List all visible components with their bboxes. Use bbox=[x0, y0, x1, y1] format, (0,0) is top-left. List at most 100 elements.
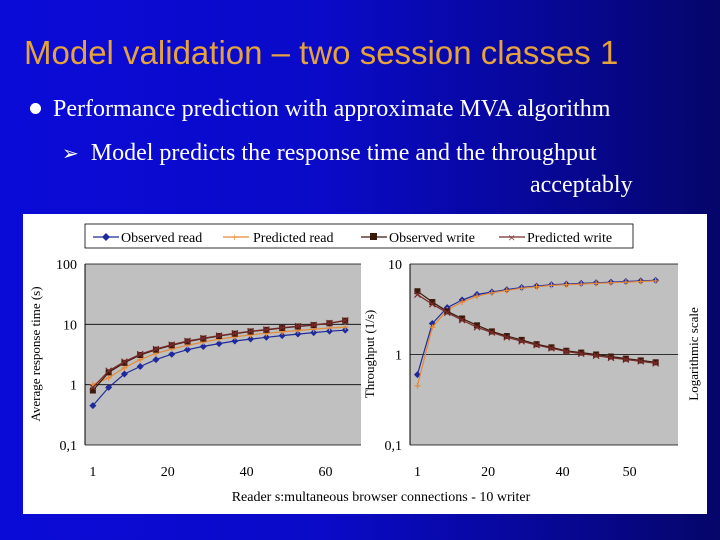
legend-entry-predicted-read: + Predicted read bbox=[223, 230, 333, 246]
legend-label-observed-read: Observed read bbox=[121, 231, 202, 246]
left-point-predicted-write bbox=[184, 337, 191, 345]
left-point-predicted-write bbox=[215, 332, 223, 340]
left-y-tick-label: 10 bbox=[63, 318, 77, 333]
right-point-predicted-write bbox=[637, 357, 645, 365]
slide-title: Model validation – two session classes 1 bbox=[24, 34, 619, 71]
left-point-predicted-write bbox=[341, 317, 349, 324]
right-point-predicted-read bbox=[637, 278, 644, 285]
right-y-tick-label: 0,1 bbox=[385, 439, 403, 454]
svg-text:×: × bbox=[508, 230, 515, 245]
right-point-predicted-read bbox=[459, 299, 466, 306]
right-series-observed-write bbox=[414, 288, 659, 366]
legend-box bbox=[84, 223, 634, 249]
bullet-dot-icon bbox=[30, 102, 41, 114]
left-y-axis-label: Average response time (s) bbox=[28, 286, 43, 421]
left-point-observed-read bbox=[310, 329, 318, 337]
left-x-tick-label: 60 bbox=[319, 465, 333, 480]
right-point-predicted-write bbox=[428, 300, 436, 308]
left-point-observed-read bbox=[199, 342, 207, 350]
chart-svg: Observed read + Predicted read Observed … bbox=[28, 223, 701, 505]
right-point-observed-write bbox=[608, 353, 614, 360]
right-y-tick-label: 10 bbox=[388, 258, 402, 273]
right-point-predicted-write bbox=[518, 337, 526, 345]
left-point-predicted-write bbox=[247, 327, 255, 335]
left-plot-area bbox=[85, 264, 361, 445]
right-y-tick-label: 1 bbox=[395, 349, 402, 364]
left-x-tick-label: 20 bbox=[161, 465, 175, 480]
right-point-observed-write bbox=[474, 322, 480, 329]
right-point-observed-write bbox=[652, 359, 659, 366]
left-point-observed-read bbox=[325, 327, 333, 335]
left-y-tick-label: 0,1 bbox=[60, 439, 78, 454]
right-point-predicted-read bbox=[414, 382, 421, 389]
left-point-predicted-write bbox=[105, 367, 113, 375]
right-point-predicted-read bbox=[548, 282, 555, 289]
right-series-group bbox=[413, 276, 660, 389]
right-y-tick-labels: 10 1 0,1 bbox=[385, 258, 403, 454]
left-x-tick-labels: 1 20 40 60 bbox=[89, 465, 332, 480]
right-plot: 1 20 40 50 Throughput (1/s) 10 1 0,1 bbox=[362, 258, 678, 480]
right-point-predicted-read bbox=[563, 281, 570, 288]
left-y-tick-label: 100 bbox=[56, 258, 77, 273]
right-point-predicted-read bbox=[474, 293, 480, 300]
right-point-observed-write bbox=[593, 351, 600, 358]
legend-label-predicted-write: Predicted write bbox=[527, 231, 612, 246]
right-point-observed-write bbox=[488, 328, 495, 335]
sub-bullet-text: Model predicts the response time and the… bbox=[90, 140, 597, 166]
right-point-predicted-read bbox=[518, 285, 525, 292]
left-x-tick-label: 1 bbox=[89, 465, 96, 480]
right-point-observed-write bbox=[459, 315, 466, 322]
right-point-predicted-write bbox=[503, 333, 511, 341]
left-point-observed-read bbox=[231, 337, 239, 345]
left-point-predicted-write bbox=[152, 345, 160, 353]
left-y-tick-label: 1 bbox=[70, 379, 77, 394]
left-plot: 1 20 40 60 Average response time (s) 100101… bbox=[28, 258, 361, 480]
right-point-observed-read bbox=[413, 371, 421, 379]
right-point-observed-write bbox=[578, 349, 585, 356]
right-series-predicted-write bbox=[414, 291, 660, 367]
right-point-predicted-write bbox=[473, 323, 481, 331]
left-point-predicted-write bbox=[199, 334, 207, 342]
left-point-predicted-write bbox=[326, 319, 333, 327]
legend-entry-predicted-write: × Predicted write bbox=[499, 230, 612, 246]
right-x-tick-label: 50 bbox=[623, 465, 637, 480]
right-point-predicted-write bbox=[652, 359, 660, 367]
left-point-predicted-write bbox=[278, 324, 286, 332]
left-y-tick-labels: 100 10 1 0,1 bbox=[56, 258, 77, 454]
right-point-predicted-write bbox=[562, 348, 570, 355]
left-point-observed-read bbox=[120, 370, 128, 378]
right-point-predicted-write bbox=[414, 291, 421, 298]
left-point-predicted-read bbox=[105, 374, 112, 381]
left-point-predicted-write bbox=[310, 321, 318, 329]
right-x-tick-label: 20 bbox=[481, 465, 495, 480]
left-point-predicted-write bbox=[262, 326, 270, 333]
legend-label-observed-write: Observed write bbox=[389, 231, 475, 246]
right-point-observed-write bbox=[444, 308, 451, 315]
right-point-observed-write bbox=[414, 288, 421, 295]
left-point-observed-write bbox=[105, 369, 112, 376]
right-y-axis-label: Throughput (1/s) bbox=[362, 310, 377, 398]
right-point-predicted-read bbox=[533, 283, 540, 290]
legend-entry-observed-write: Observed write bbox=[361, 231, 475, 246]
right-point-predicted-write bbox=[607, 354, 615, 362]
left-series-group bbox=[89, 317, 349, 410]
right-point-predicted-write bbox=[443, 309, 451, 317]
right-point-observed-write bbox=[429, 299, 436, 306]
left-point-predicted-write bbox=[168, 341, 176, 349]
right-point-predicted-write bbox=[622, 356, 630, 363]
right-x-tick-label: 40 bbox=[556, 465, 570, 480]
right-point-predicted-read bbox=[593, 280, 600, 287]
left-series-observed-read bbox=[89, 326, 349, 410]
left-point-observed-read bbox=[105, 383, 113, 391]
bullet-item: Performance prediction with approximate … bbox=[30, 96, 610, 123]
left-point-observed-read bbox=[152, 356, 160, 364]
right-point-predicted-write bbox=[458, 316, 466, 324]
right-point-predicted-read bbox=[429, 324, 436, 331]
left-point-observed-read bbox=[278, 332, 286, 340]
left-x-tick-label: 40 bbox=[240, 465, 254, 480]
right-point-predicted-read bbox=[622, 279, 629, 286]
legend-label-predicted-read: Predicted read bbox=[253, 231, 333, 246]
right-point-predicted-write bbox=[548, 344, 555, 352]
left-point-predicted-write bbox=[89, 384, 97, 391]
left-point-observed-read bbox=[89, 402, 97, 410]
